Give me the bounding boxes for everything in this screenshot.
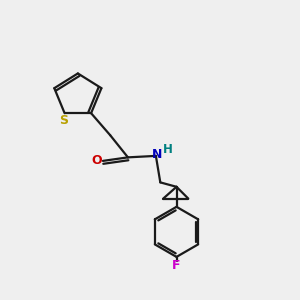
Text: N: N [152, 148, 163, 161]
Text: S: S [59, 114, 68, 127]
Text: O: O [91, 154, 102, 167]
Text: H: H [163, 143, 173, 156]
Text: F: F [172, 259, 181, 272]
